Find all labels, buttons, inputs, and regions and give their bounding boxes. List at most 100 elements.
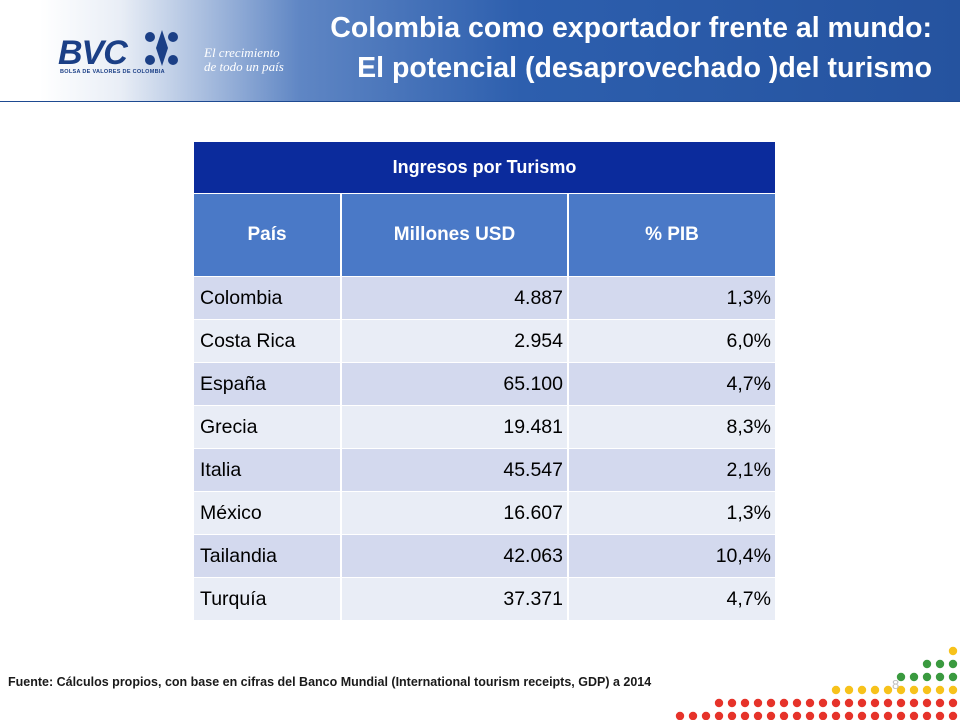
million-usd-cell: 4.887 [340,276,568,320]
million-usd-cell: 16.607 [340,491,568,535]
gdp-percent-cell: 4,7% [567,577,775,620]
table-row: Italia 45.547 2,1% [194,448,775,492]
country-cell: Turquía [194,577,341,620]
decorative-dot [909,711,919,720]
bvc-logo: BVC BOLSA DE VALORES DE COLOMBIA [58,26,188,78]
decorative-dot [844,711,854,720]
decorative-dot [805,711,815,720]
decorative-dot [766,698,776,708]
decorative-dot [818,698,828,708]
decorative-dot [740,698,750,708]
million-usd-cell: 2.954 [340,319,568,363]
title-line-2: El potencial (desaprovechado )del turism… [357,52,932,84]
decorative-dot [935,659,945,669]
decorative-dot [688,711,698,720]
decorative-dot [948,698,958,708]
decorative-dot [935,711,945,720]
million-usd-cell: 45.547 [340,448,568,492]
country-cell: Italia [194,448,341,492]
gdp-percent-cell: 2,1% [567,448,775,492]
title-line-1: Colombia como exportador frente al mundo… [330,12,932,44]
country-cell: Tailandia [194,534,341,578]
source-note: Fuente: Cálculos propios, con base en ci… [8,675,652,689]
decorative-dot [948,685,958,695]
decorative-dot [779,711,789,720]
tourism-income-table: Ingresos por Turismo País Millones USD %… [194,142,775,620]
table-row: España 65.100 4,7% [194,362,775,406]
decorative-dot [896,711,906,720]
country-cell: España [194,362,341,406]
decorative-dot [870,685,880,695]
table-row: Colombia 4.887 1,3% [194,276,775,320]
decorative-dot [727,711,737,720]
decorative-dot [701,711,711,720]
decorative-dot [805,698,815,708]
decorative-dot [883,685,893,695]
decorative-dot [857,685,867,695]
slogan: El crecimiento de todo un país [204,46,284,74]
decorative-dot [727,698,737,708]
decorative-dot [935,685,945,695]
decorative-dot-pattern-icon [675,646,958,720]
decorative-dot [831,711,841,720]
decorative-dot [740,711,750,720]
gdp-percent-cell: 10,4% [567,534,775,578]
decorative-dot [948,711,958,720]
decorative-dot [857,711,867,720]
decorative-dot [948,659,958,669]
table-row: México 16.607 1,3% [194,491,775,535]
logo-mark-icon [145,30,178,66]
decorative-dot [818,711,828,720]
page-number: 8 [892,677,900,692]
decorative-dot [922,698,932,708]
table-row: Turquía 37.371 4,7% [194,577,775,620]
decorative-dot [753,698,763,708]
decorative-dot [792,711,802,720]
country-cell: México [194,491,341,535]
decorative-dot [922,685,932,695]
decorative-dot [935,698,945,708]
decorative-dot [753,711,763,720]
slogan-line-1: El crecimiento [204,46,280,60]
decorative-dot [909,685,919,695]
decorative-dot [844,698,854,708]
decorative-dot [909,672,919,682]
decorative-dot [922,672,932,682]
decorative-dot [883,698,893,708]
decorative-dot [675,711,685,720]
country-cell: Costa Rica [194,319,341,363]
column-header-million-usd: Millones USD [340,193,568,277]
slide-header: BVC BOLSA DE VALORES DE COLOMBIA El crec… [0,0,960,102]
million-usd-cell: 37.371 [340,577,568,620]
country-cell: Grecia [194,405,341,449]
slide-title: Colombia como exportador frente al mundo… [330,8,932,88]
gdp-percent-cell: 4,7% [567,362,775,406]
decorative-dot [909,698,919,708]
decorative-dot [922,659,932,669]
gdp-percent-cell: 6,0% [567,319,775,363]
table-title: Ingresos por Turismo [194,142,775,194]
decorative-dot [857,698,867,708]
decorative-dot [948,646,958,656]
decorative-dot [714,698,724,708]
logo-subtext: BOLSA DE VALORES DE COLOMBIA [60,69,165,75]
million-usd-cell: 19.481 [340,405,568,449]
decorative-dot [896,685,906,695]
decorative-dot [792,698,802,708]
decorative-dot [896,672,906,682]
decorative-dot [844,685,854,695]
table-row: Costa Rica 2.954 6,0% [194,319,775,363]
decorative-dot [831,685,841,695]
decorative-dot [935,672,945,682]
gdp-percent-cell: 1,3% [567,491,775,535]
decorative-dot [779,698,789,708]
gdp-percent-cell: 8,3% [567,405,775,449]
gdp-percent-cell: 1,3% [567,276,775,320]
column-header-country: País [194,193,341,277]
decorative-dot [831,698,841,708]
country-cell: Colombia [194,276,341,320]
decorative-dot [922,711,932,720]
table-row: Grecia 19.481 8,3% [194,405,775,449]
table-row: Tailandia 42.063 10,4% [194,534,775,578]
decorative-dot [883,711,893,720]
